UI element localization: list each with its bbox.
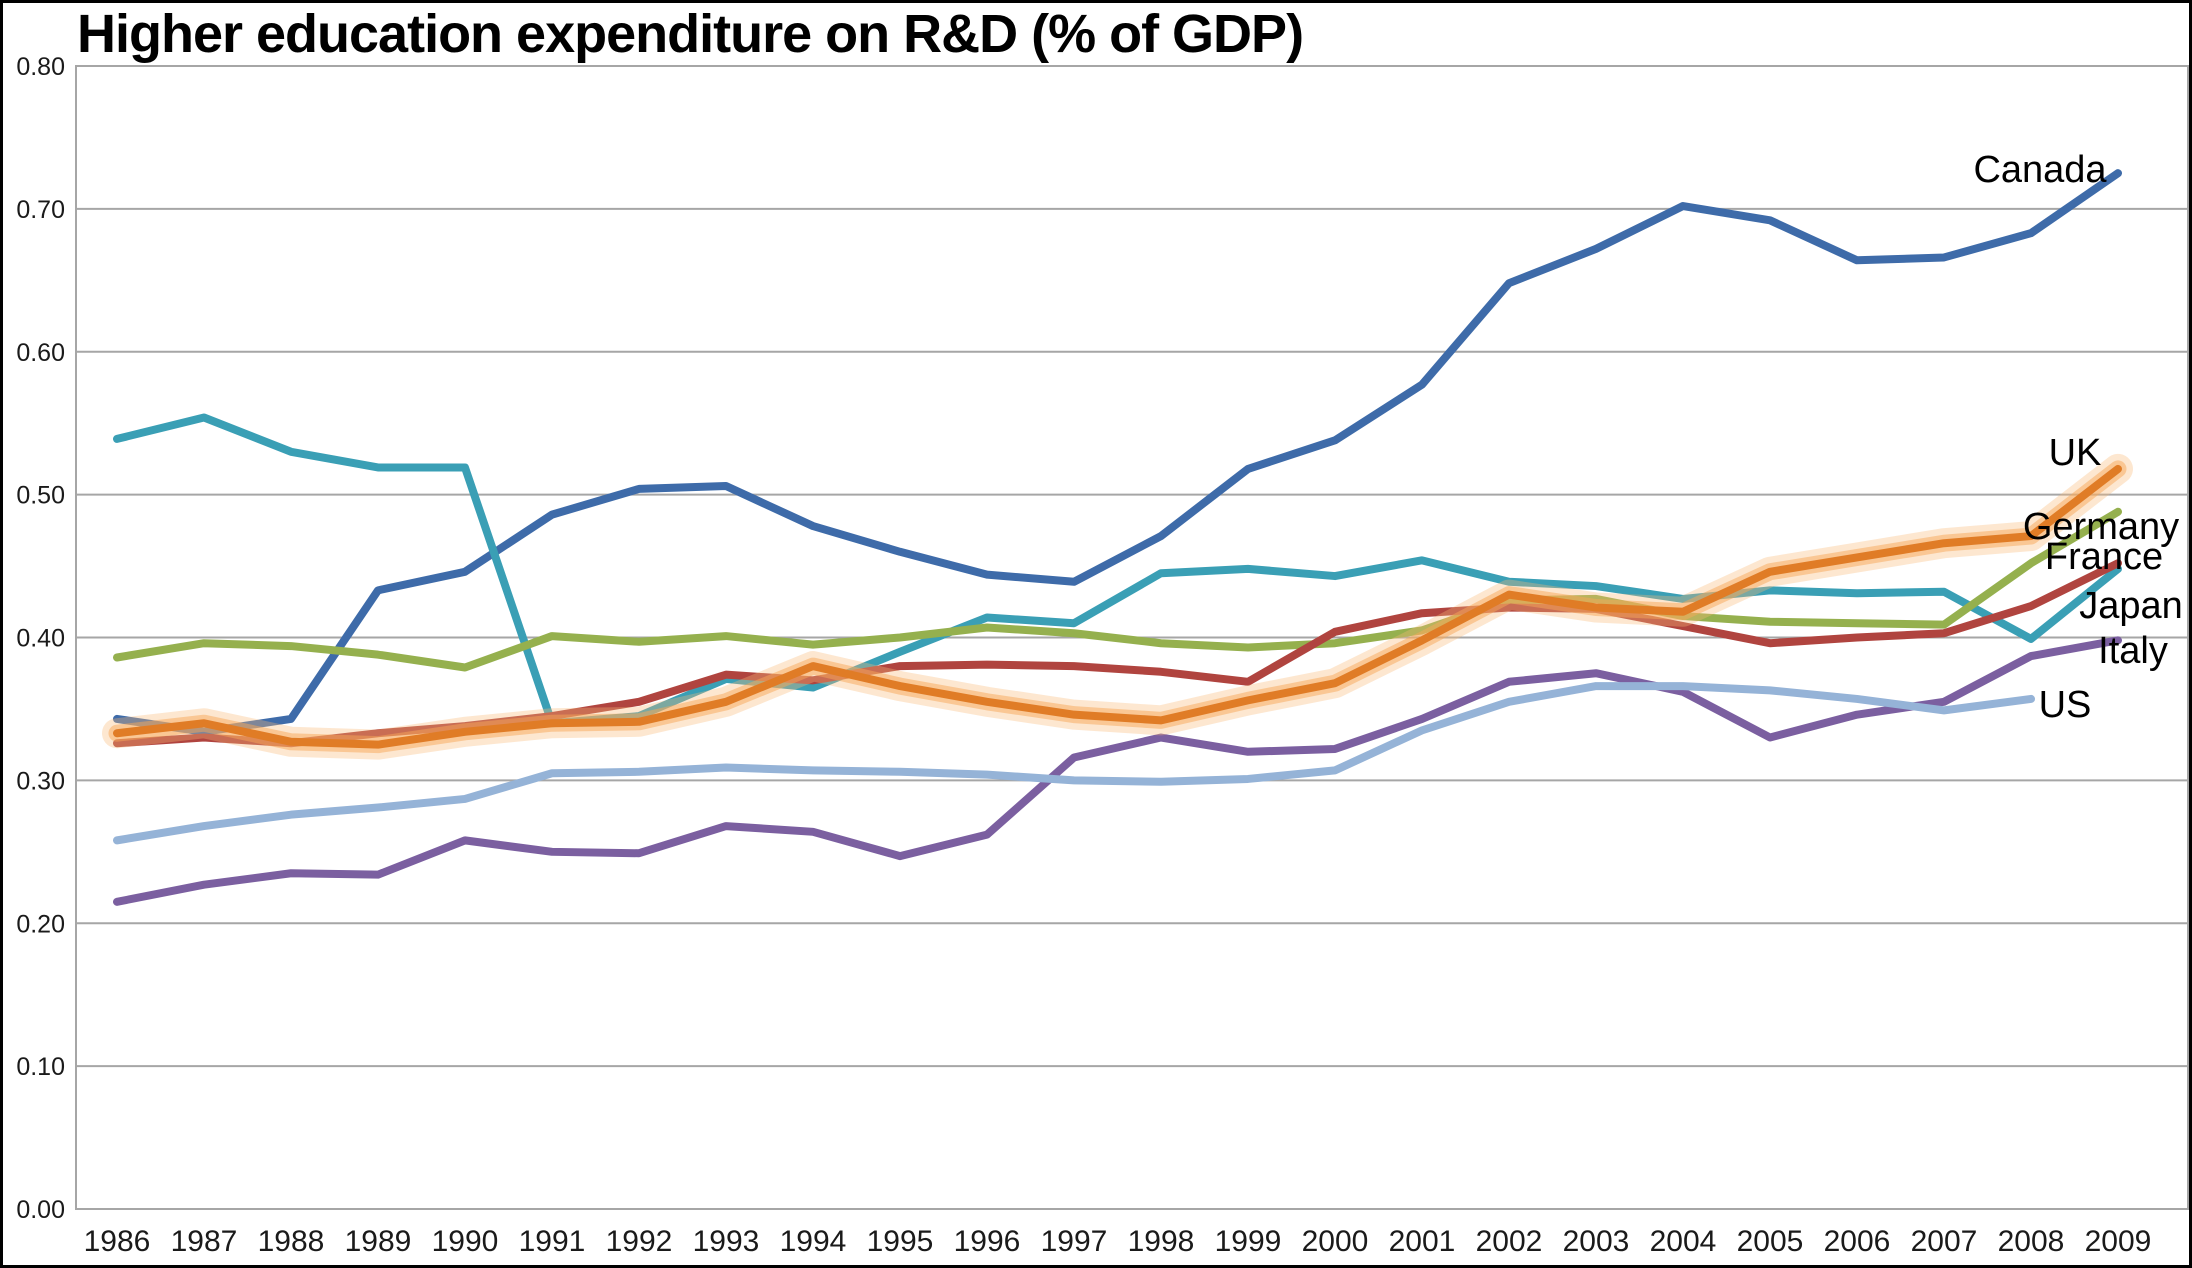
y-axis-tick-label: 0.80 bbox=[16, 53, 65, 81]
y-axis-tick-label: 0.30 bbox=[16, 767, 65, 795]
x-axis-tick-label: 2001 bbox=[1389, 1225, 1456, 1258]
x-axis-tick-label: 2006 bbox=[1824, 1225, 1891, 1258]
x-axis-tick-label: 2007 bbox=[1911, 1225, 1978, 1258]
line-chart-canvas: 0.80 0.70 0.60 0.50 0.40 0.30 0.20 0.10 0.00 1986… bbox=[16, 53, 2189, 1258]
y-axis-tick-label: 0.20 bbox=[16, 910, 65, 938]
x-axis-tick-label: 1995 bbox=[867, 1225, 934, 1258]
x-axis-tick-label: 2003 bbox=[1563, 1225, 1630, 1258]
x-axis-tick-label: 1990 bbox=[432, 1225, 499, 1258]
series-line-canada bbox=[113, 169, 2122, 736]
x-axis-tick-label: 2008 bbox=[1998, 1225, 2065, 1258]
series-label-germany: Germany bbox=[2023, 506, 2179, 548]
series-label-us: US bbox=[2039, 684, 2092, 726]
series-label-japan: Japan bbox=[2079, 585, 2183, 627]
y-axis-tick-label: 0.60 bbox=[16, 339, 65, 367]
x-axis-tick-label: 2004 bbox=[1650, 1225, 1717, 1258]
x-axis-tick-label: 2009 bbox=[2085, 1225, 2152, 1258]
x-axis-tick-label: 2000 bbox=[1302, 1225, 1369, 1258]
chart-title: Higher education expenditure on R&D (% o… bbox=[77, 4, 1304, 64]
x-axis-tick-label: 1992 bbox=[606, 1225, 673, 1258]
y-axis-tick-label: 0.40 bbox=[16, 625, 65, 653]
y-axis-tick-label: 0.70 bbox=[16, 196, 65, 224]
series-label-uk: UK bbox=[2049, 432, 2102, 474]
x-axis-tick-label: 1999 bbox=[1215, 1225, 1282, 1258]
y-axis-tick-label: 0.10 bbox=[16, 1053, 65, 1081]
series-label-canada: Canada bbox=[1973, 149, 2107, 191]
plot-border bbox=[75, 65, 2189, 1210]
series-line-uk bbox=[113, 464, 2122, 749]
x-axis-tick-label: 1997 bbox=[1041, 1225, 1108, 1258]
x-axis-tick-label: 1993 bbox=[693, 1225, 760, 1258]
x-axis-tick-label: 1987 bbox=[171, 1225, 238, 1258]
y-axis-tick-label: 0.00 bbox=[16, 1196, 65, 1224]
series-line-uk-glow-outer bbox=[102, 453, 2133, 760]
x-axis-tick-label: 1989 bbox=[345, 1225, 412, 1258]
x-axis-tick-label: 1994 bbox=[780, 1225, 847, 1258]
x-axis-tick-label: 1996 bbox=[954, 1225, 1021, 1258]
x-axis-tick-label: 1986 bbox=[84, 1225, 151, 1258]
x-axis-tick-label: 1991 bbox=[519, 1225, 586, 1258]
series-line-italy bbox=[113, 636, 2122, 906]
series-label-italy: Italy bbox=[2098, 630, 2168, 672]
series-label-france: France bbox=[2045, 536, 2163, 578]
x-axis-tick-label: 1998 bbox=[1128, 1225, 1195, 1258]
x-axis-tick-label: 1988 bbox=[258, 1225, 325, 1258]
series-line-france bbox=[113, 413, 2122, 728]
x-axis-tick-label: 2005 bbox=[1737, 1225, 1804, 1258]
x-axis-tick-label: 2002 bbox=[1476, 1225, 1543, 1258]
series-line-germany bbox=[113, 507, 2122, 672]
y-axis-tick-label: 0.50 bbox=[16, 482, 65, 510]
series-line-us bbox=[113, 682, 2035, 845]
